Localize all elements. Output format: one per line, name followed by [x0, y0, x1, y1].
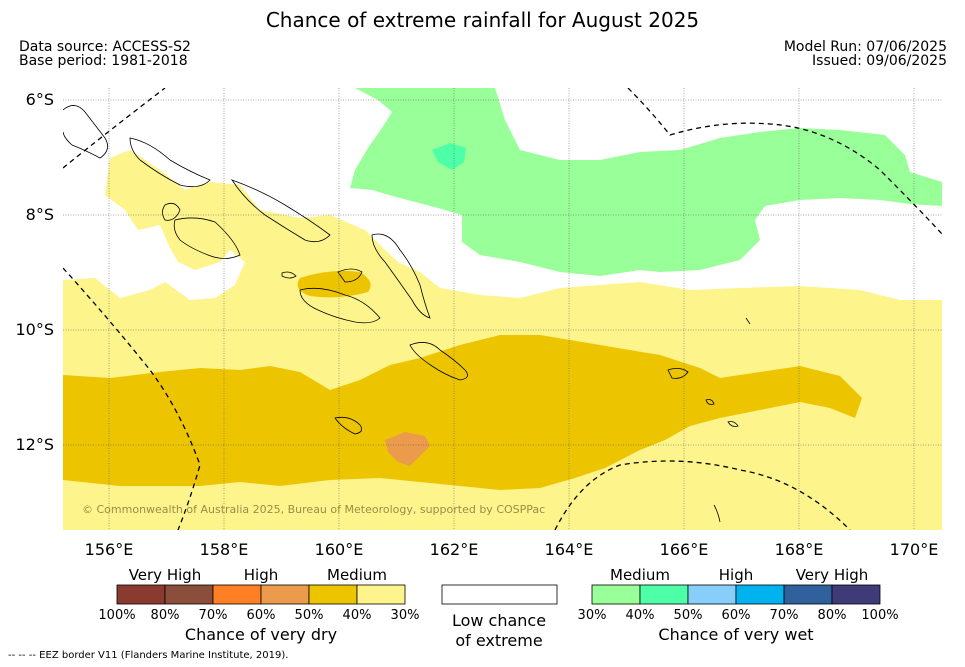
lon-label-160e: 160°E: [315, 540, 364, 559]
wet-tick: 100%: [861, 608, 898, 623]
neutral-label-line2: of extreme: [455, 631, 542, 650]
wet-swatch-60-70: [735, 584, 785, 605]
dry-swatch-100-80: [116, 584, 166, 605]
wet-legend-title: Chance of very wet: [658, 625, 813, 644]
model-run: Model Run: 07/06/2025: [783, 39, 947, 55]
dry-tick: 30%: [391, 608, 420, 623]
lat-label-8s: 8°S: [26, 205, 54, 224]
lon-label-170e: 170°E: [890, 540, 939, 559]
latitude-labels: 6°S 8°S 10°S 12°S: [15, 90, 54, 454]
dry-tick: 70%: [199, 608, 228, 623]
wet-tick: 60%: [722, 608, 751, 623]
wet-swatch-40-50: [639, 584, 689, 605]
dry-swatch-80-70: [164, 584, 214, 605]
gridlines: [63, 88, 942, 530]
dry-category-medium: Medium: [327, 566, 387, 584]
dry-tick: 60%: [247, 608, 276, 623]
wet-tick: 70%: [770, 608, 799, 623]
dry-tick: 40%: [343, 608, 372, 623]
issued-date: Issued: 09/06/2025: [812, 53, 947, 69]
wet-tick: 50%: [674, 608, 703, 623]
lon-label-162e: 162°E: [430, 540, 479, 559]
lat-label-12s: 12°S: [15, 435, 54, 454]
dry-legend: Very High High Medium 100% 80% 70% 60% 5…: [98, 566, 419, 644]
neutral-swatch: [441, 584, 558, 605]
neutral-label-line1: Low chance: [452, 611, 546, 630]
dry-tick: 50%: [295, 608, 324, 623]
wet-category-very-high: Very High: [796, 566, 869, 584]
model-info-block: Model Run: 07/06/2025 Issued: 09/06/2025: [784, 40, 947, 68]
dry-medium-blob-north: [297, 270, 371, 298]
lat-label-10s: 10°S: [15, 320, 54, 339]
lon-label-168e: 168°E: [775, 540, 824, 559]
lon-label-158e: 158°E: [200, 540, 249, 559]
eez-borders: [63, 88, 942, 530]
wet-swatch-30-40: [591, 584, 641, 605]
coastlines: [63, 105, 751, 523]
lon-label-166e: 166°E: [660, 540, 709, 559]
map-area: [63, 88, 942, 530]
lon-label-156e: 156°E: [85, 540, 134, 559]
dry-category-very-high: Very High: [129, 566, 202, 584]
dry-tick: 80%: [151, 608, 180, 623]
wet-swatch-80-100: [831, 584, 881, 605]
dry-category-high: High: [244, 566, 278, 584]
wet-tick: 80%: [818, 608, 847, 623]
wet-tick: 40%: [626, 608, 655, 623]
dry-tick: 100%: [98, 608, 135, 623]
copyright-notice: © Commonwealth of Australia 2025, Bureau…: [82, 503, 546, 516]
wet-medium-high-blob: [432, 143, 466, 170]
wet-swatch-50-60: [687, 584, 737, 605]
dry-high-region: [385, 432, 430, 466]
data-source-block: Data source: ACCESS-S2 Base period: 1981…: [19, 40, 191, 68]
wet-legend: Medium High Very High 30% 40% 50% 60% 70…: [578, 566, 899, 644]
wet-swatch-70-80: [783, 584, 833, 605]
dry-swatch-50-40: [308, 584, 358, 605]
wet-category-high: High: [719, 566, 753, 584]
longitude-labels: 156°E 158°E 160°E 162°E 164°E 166°E 168°…: [85, 540, 939, 559]
dry-swatch-60-50: [260, 584, 310, 605]
dry-legend-title: Chance of very dry: [185, 625, 337, 644]
neutral-legend: Low chance of extreme: [441, 584, 558, 650]
dry-swatch-40-30: [356, 584, 406, 605]
map-title: Chance of extreme rainfall for August 20…: [265, 8, 700, 32]
lat-label-6s: 6°S: [26, 90, 54, 109]
dry-swatch-70-60: [212, 584, 262, 605]
dry-medium-region: [63, 335, 862, 490]
wet-tick: 30%: [578, 608, 607, 623]
wet-category-medium: Medium: [610, 566, 670, 584]
data-source: Data source: ACCESS-S2: [19, 39, 191, 55]
lon-label-164e: 164°E: [545, 540, 594, 559]
base-period: Base period: 1981-2018: [19, 53, 188, 69]
eez-footnote: -- -- -- EEZ border V11 (Flanders Marine…: [8, 650, 289, 661]
wet-medium-region: [350, 88, 942, 276]
